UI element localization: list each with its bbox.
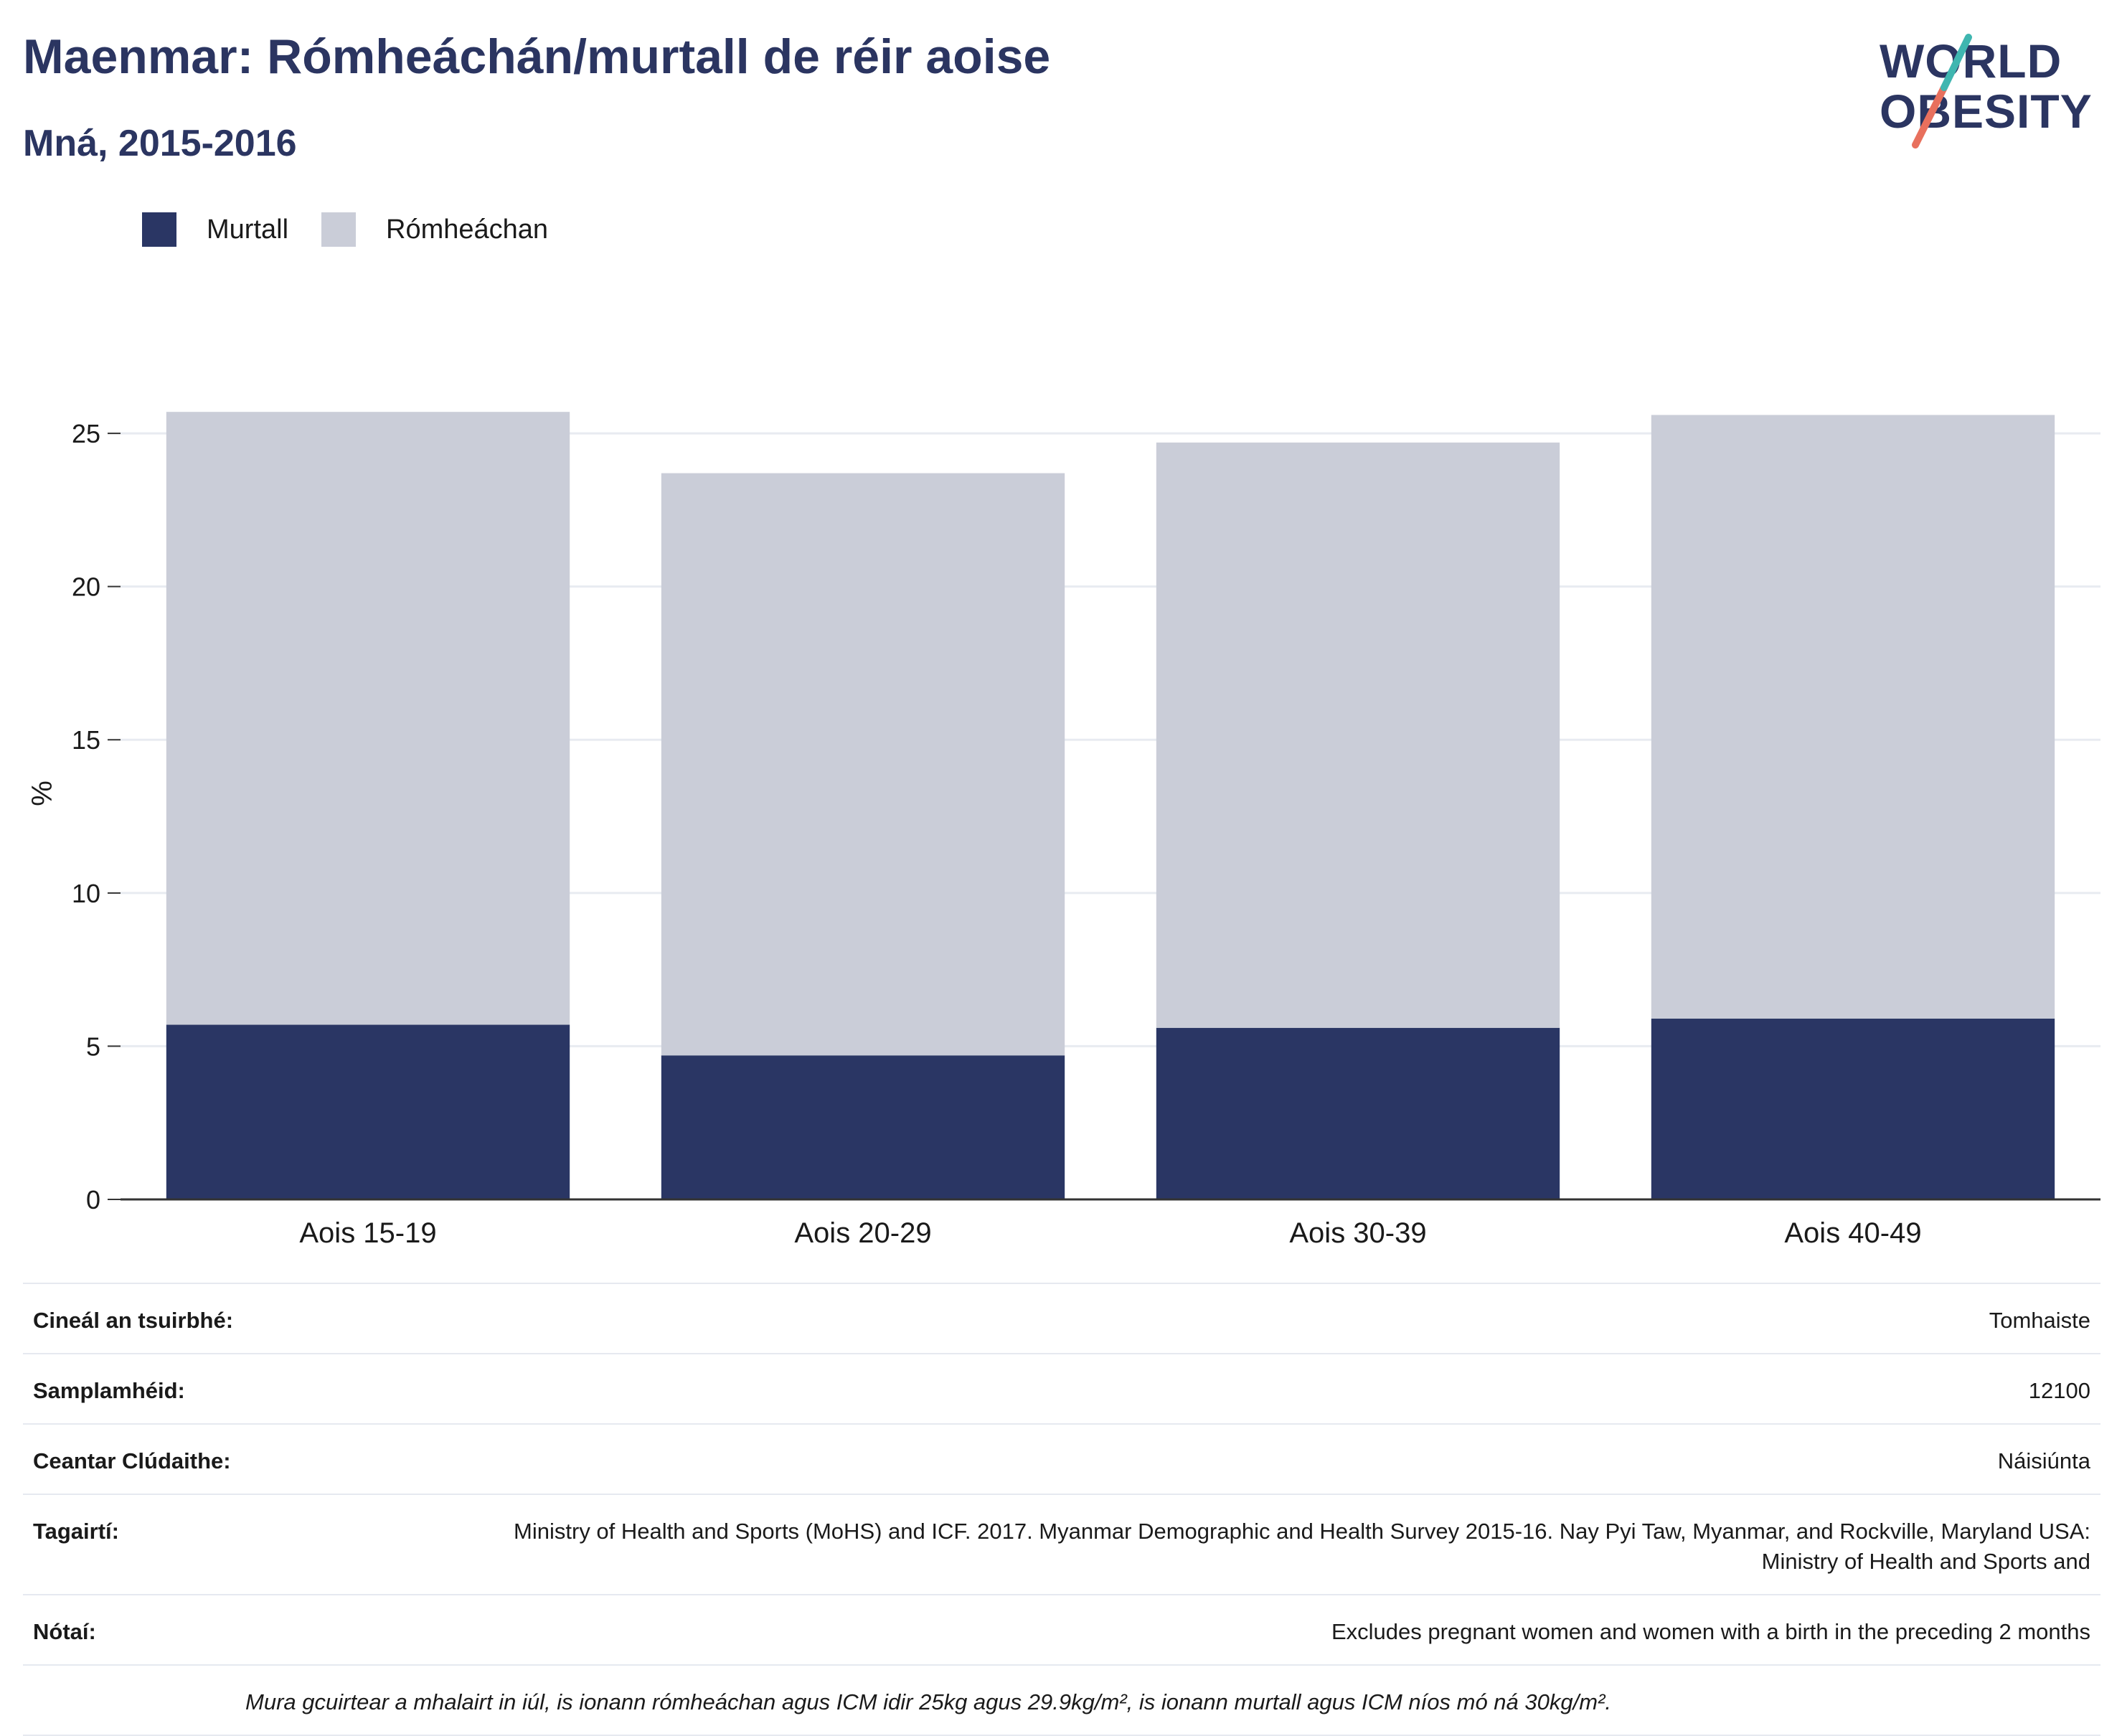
- x-tick-label: Aois 20-29: [794, 1217, 931, 1249]
- chart-subtitle: Mná, 2015-2016: [23, 123, 297, 164]
- info-row-notes: Nótaí: Excludes pregnant women and women…: [23, 1595, 2100, 1666]
- bar-overweight-4: [1651, 415, 2055, 1019]
- footnote-text: Mura gcuirtear a mhalairt in iúl, is ion…: [245, 1689, 1611, 1714]
- info-row-survey-type: Cineál an tsuirbhé: Tomhaiste: [23, 1284, 2100, 1354]
- info-row-sample-size: Samplamhéid: 12100: [23, 1354, 2100, 1425]
- survey-info-table: Cineál an tsuirbhé: Tomhaiste Samplamhéi…: [23, 1283, 2100, 1736]
- y-tick-label: 25: [72, 419, 100, 448]
- chart-title: Maenmar: Rómheáchán/murtall de réir aois…: [23, 29, 1051, 84]
- legend-swatch-obesity: [142, 212, 176, 247]
- info-value-survey-type: Tomhaiste: [1989, 1308, 2090, 1333]
- bar-obesity-2: [661, 1055, 1065, 1199]
- x-tick-label: Aois 40-49: [1784, 1217, 1921, 1249]
- world-obesity-logo: WORLD OBESITY: [1872, 22, 2109, 151]
- info-key-sample-size: Samplamhéid:: [33, 1378, 185, 1403]
- bar-overweight-1: [166, 412, 570, 1025]
- legend-item-obesity: Murtall: [142, 212, 288, 247]
- y-tick-label: 20: [72, 572, 100, 602]
- y-tick-label: 15: [72, 725, 100, 755]
- logo-line-2: OBESITY: [1880, 85, 2093, 138]
- bar-obesity-4: [1651, 1018, 2055, 1199]
- info-row-coverage: Ceantar Clúdaithe: Náisiúnta: [23, 1425, 2100, 1495]
- logo-slash-icon: [1912, 34, 1972, 148]
- logo-line-1: WORLD: [1880, 34, 2062, 88]
- legend-item-overweight: Rómheáchan: [321, 212, 548, 247]
- info-row-footnote: Mura gcuirtear a mhalairt in iúl, is ion…: [23, 1666, 2100, 1736]
- y-axis-label: %: [27, 780, 58, 806]
- legend-swatch-overweight: [321, 212, 357, 247]
- info-value-notes: Excludes pregnant women and women with a…: [1331, 1619, 2090, 1644]
- info-value-coverage: Náisiúnta: [1997, 1448, 2090, 1473]
- bar-overweight-2: [661, 473, 1065, 1056]
- x-tick-label: Aois 15-19: [299, 1217, 436, 1249]
- info-key-survey-type: Cineál an tsuirbhé:: [33, 1308, 234, 1333]
- y-tick-label: 5: [86, 1032, 100, 1061]
- y-tick-label: 0: [86, 1185, 100, 1214]
- info-key-notes: Nótaí:: [33, 1619, 96, 1644]
- chart-legend: Murtall Rómheáchan: [142, 212, 581, 247]
- bar-overweight-3: [1156, 442, 1560, 1028]
- info-key-coverage: Ceantar Clúdaithe:: [33, 1448, 231, 1473]
- x-tick-label: Aois 30-39: [1289, 1217, 1426, 1249]
- bar-obesity-1: [166, 1024, 570, 1199]
- bar-chart: 0 5 10 15 20 25% Aois 15-19 Aois 20-29 Aois 30-3…: [27, 412, 2100, 1249]
- info-value-references: Ministry of Health and Sports (MoHS) and…: [514, 1519, 2090, 1574]
- legend-label-obesity: Murtall: [207, 214, 289, 245]
- info-value-sample-size: 12100: [2028, 1378, 2090, 1403]
- info-key-references: Tagairtí:: [33, 1519, 119, 1544]
- info-row-references: Tagairtí: Ministry of Health and Sports …: [23, 1495, 2100, 1595]
- bar-obesity-3: [1156, 1027, 1560, 1199]
- y-tick-label: 10: [72, 879, 100, 908]
- legend-label-overweight: Rómheáchan: [386, 214, 549, 245]
